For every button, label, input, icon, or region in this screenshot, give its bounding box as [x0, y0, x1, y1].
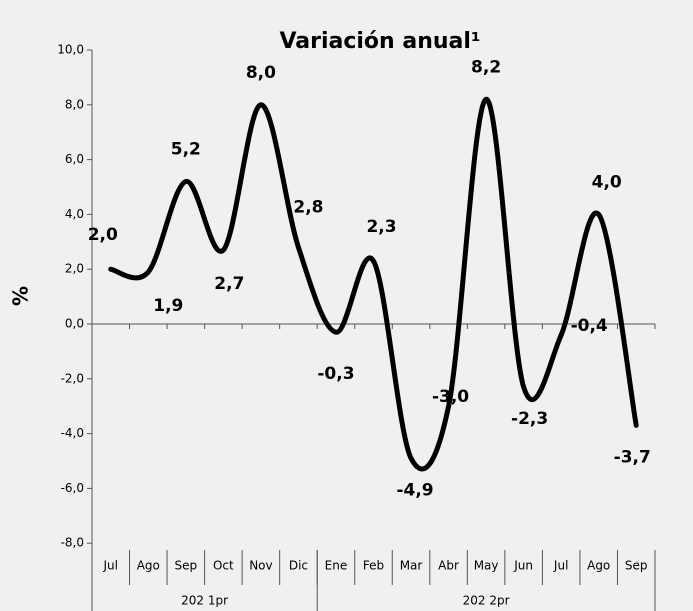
- x-tick-label: Jul: [553, 559, 568, 573]
- data-label: -4,9: [396, 480, 433, 500]
- y-tick-label: -2,0: [61, 371, 84, 385]
- group-label: 202 2pr: [463, 594, 510, 608]
- data-label: -2,3: [511, 409, 548, 429]
- x-tick-label: May: [474, 559, 499, 573]
- x-tick-label: Sep: [625, 559, 648, 573]
- x-tick-label: Jun: [513, 559, 533, 573]
- y-tick-label: 4,0: [65, 207, 84, 221]
- data-label: -0,3: [317, 364, 354, 384]
- y-tick-label: 0,0: [65, 317, 84, 331]
- data-label: -0,4: [571, 316, 608, 336]
- y-tick-label: -8,0: [61, 536, 84, 550]
- data-label: 8,2: [471, 57, 501, 77]
- x-tick-label: Nov: [249, 559, 272, 573]
- y-tick-label: -4,0: [61, 426, 84, 440]
- x-tick-label: Abr: [438, 559, 459, 573]
- data-label: 2,0: [88, 225, 118, 245]
- data-label: 2,7: [214, 274, 244, 294]
- x-tick-label: Oct: [213, 559, 234, 573]
- x-tick-label: Ago: [137, 559, 160, 573]
- line: [108, 96, 639, 472]
- x-tick-label: Mar: [400, 559, 423, 573]
- y-tick-label: 8,0: [65, 97, 84, 111]
- data-label: 5,2: [171, 140, 201, 160]
- y-tick-label: 6,0: [65, 152, 84, 166]
- chart-title: Variación anual¹: [279, 29, 480, 54]
- y-tick-label: 10,0: [57, 43, 84, 57]
- x-tick-label: Dic: [289, 559, 308, 573]
- data-label: 1,9: [153, 296, 183, 316]
- y-tick-label: 2,0: [65, 262, 84, 276]
- data-label: 8,0: [246, 63, 276, 83]
- x-tick-label: Ene: [325, 559, 348, 573]
- data-label: -3,0: [432, 387, 469, 407]
- data-label: 2,8: [293, 197, 323, 217]
- x-tick-label: Jul: [103, 559, 118, 573]
- x-tick-label: Feb: [363, 559, 384, 573]
- x-tick-label: Sep: [175, 559, 198, 573]
- group-label: 202 1pr: [181, 594, 228, 608]
- data-label: -3,7: [614, 447, 651, 467]
- y-axis-label: %: [9, 286, 33, 306]
- data-label: 4,0: [592, 172, 622, 192]
- x-tick-label: Ago: [587, 559, 610, 573]
- data-label: 2,3: [366, 217, 396, 237]
- y-tick-label: -6,0: [61, 481, 84, 495]
